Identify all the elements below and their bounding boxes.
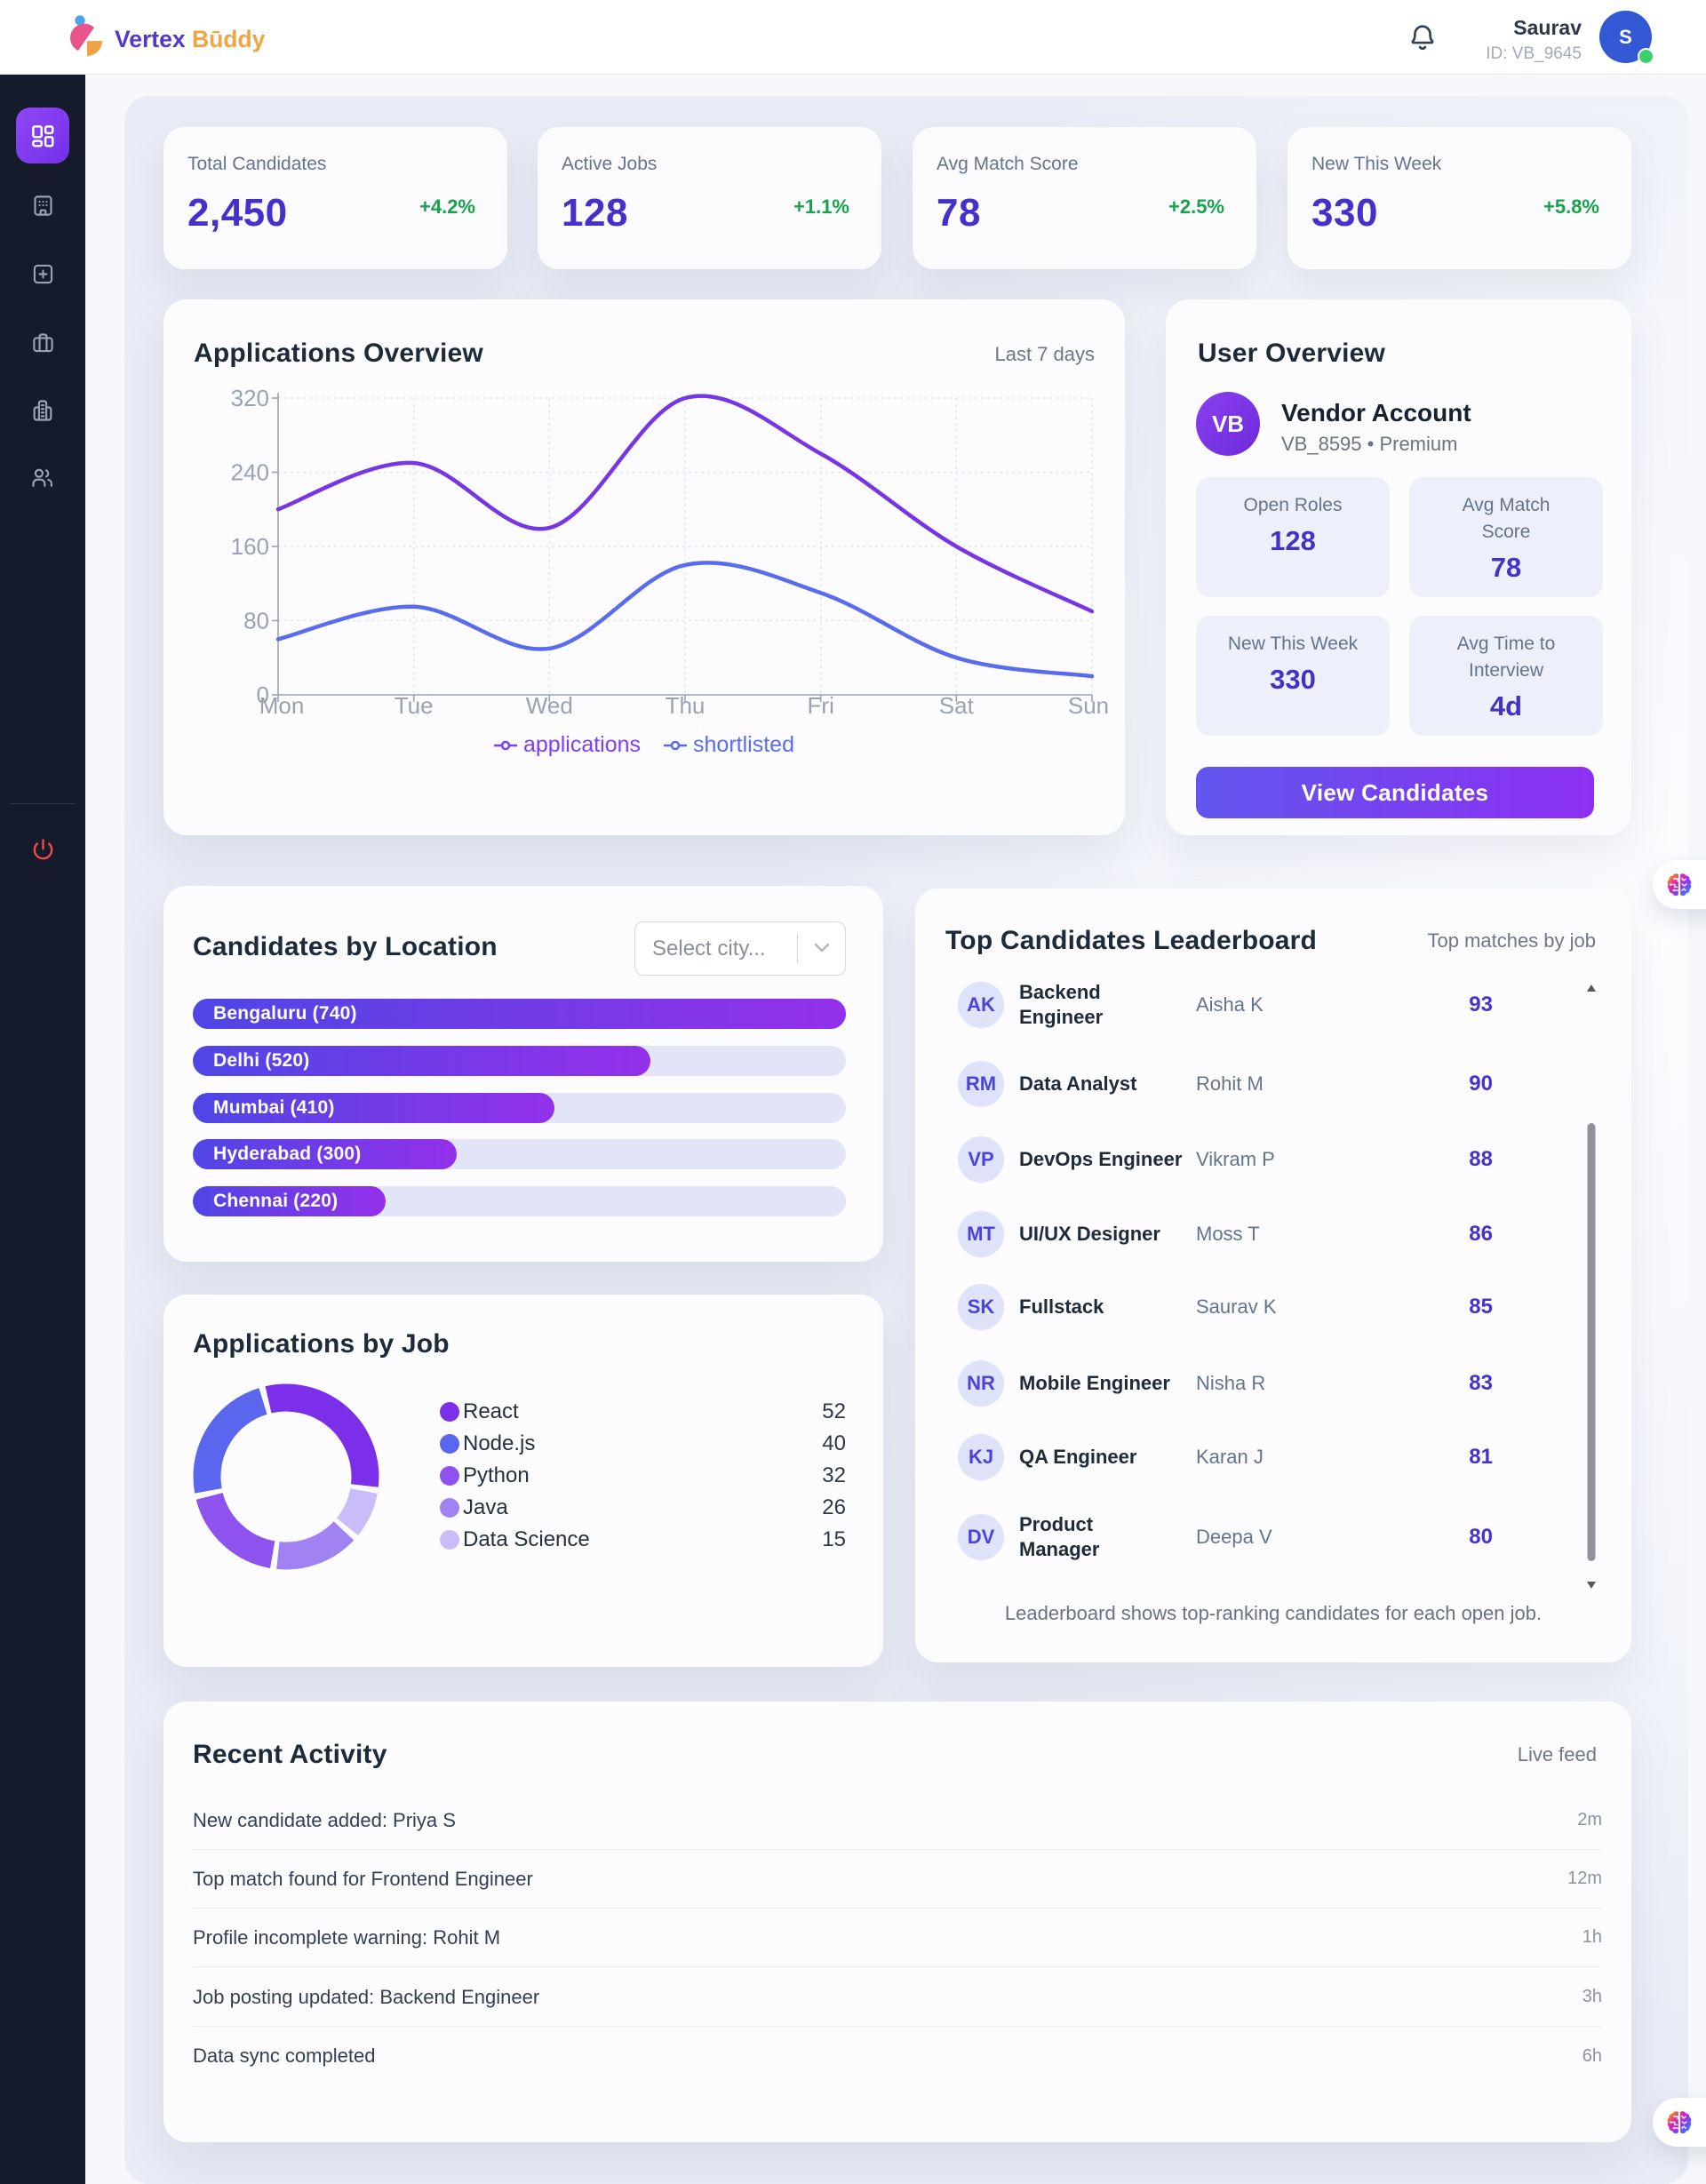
svg-text:0: 0	[257, 682, 269, 708]
svg-text:160: 160	[231, 533, 269, 560]
svg-text:Sun: Sun	[1068, 692, 1109, 719]
svg-text:Sat: Sat	[939, 692, 975, 719]
svg-text:Thu: Thu	[666, 692, 706, 719]
svg-text:Fri: Fri	[808, 692, 834, 719]
svg-text:Mon: Mon	[259, 692, 305, 719]
svg-text:Tue: Tue	[395, 692, 434, 719]
svg-text:240: 240	[231, 459, 269, 486]
svg-text:80: 80	[243, 608, 269, 634]
svg-text:Wed: Wed	[526, 692, 573, 719]
svg-text:320: 320	[231, 385, 269, 411]
